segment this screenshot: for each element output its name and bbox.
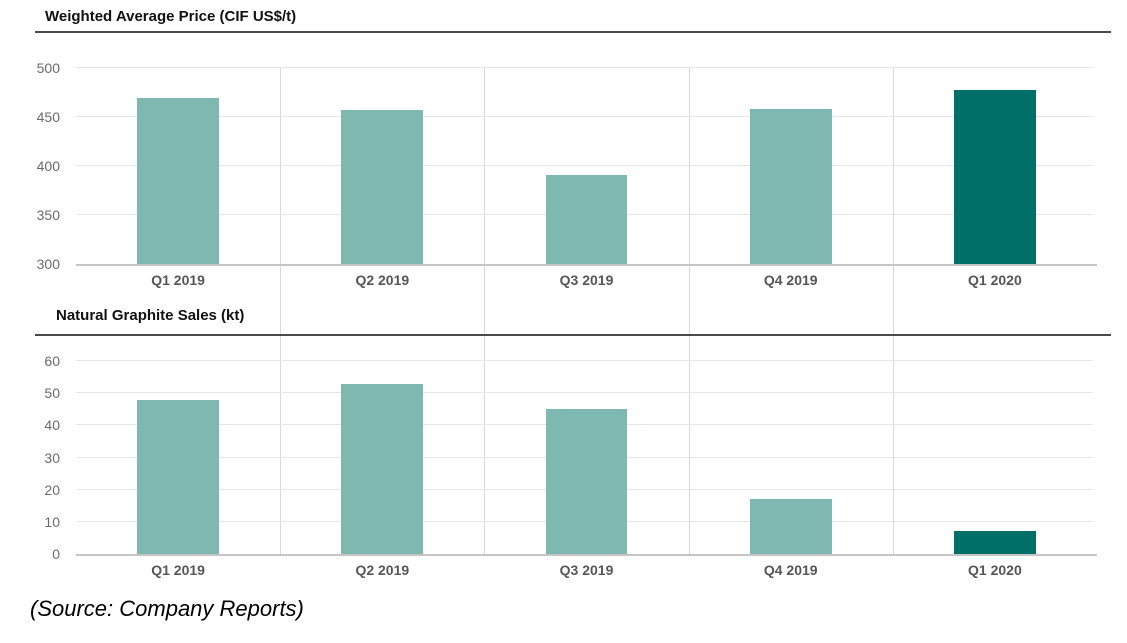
y-tick-label: 20 <box>44 481 60 498</box>
bar-q1-2020 <box>954 89 1036 264</box>
x-tick-label: Q1 2019 <box>151 272 205 288</box>
price-chart-plot <box>76 67 1097 266</box>
price-chart-x-axis: Q1 2019 Q2 2019 Q3 2019 Q4 2019 Q1 2020 <box>76 268 1097 292</box>
y-tick-label: 10 <box>44 513 60 530</box>
sales-chart-title: Natural Graphite Sales (kt) <box>56 307 245 324</box>
bar-q4-2019 <box>749 109 832 264</box>
bar-q4-2019 <box>749 499 832 554</box>
y-tick-label: 0 <box>52 546 60 562</box>
x-tick-label: Q2 2019 <box>355 272 410 288</box>
column-separator <box>484 68 485 556</box>
x-tick-label: Q3 2019 <box>559 272 614 288</box>
y-tick-label: 40 <box>44 417 60 434</box>
bar-q1-2020 <box>954 531 1036 554</box>
column-separator <box>893 68 894 556</box>
gridline <box>76 67 1093 68</box>
bar-q2-2019 <box>341 383 424 554</box>
x-tick-label: Q1 2020 <box>968 272 1022 288</box>
price-title-divider <box>35 31 1111 33</box>
x-tick-label: Q1 2020 <box>968 562 1022 578</box>
column-separator <box>280 68 281 556</box>
x-tick-label: Q1 2019 <box>151 562 205 578</box>
x-tick-label: Q4 2019 <box>763 562 818 578</box>
column-separator <box>689 68 690 556</box>
y-tick-label: 400 <box>36 158 60 174</box>
bar-q3-2019 <box>545 174 628 264</box>
sales-title-divider <box>35 334 1111 336</box>
y-tick-label: 450 <box>36 109 60 125</box>
bar-q1-2019 <box>137 399 219 554</box>
bar-q2-2019 <box>341 110 424 264</box>
y-tick-label: 350 <box>36 207 60 223</box>
bar-q1-2019 <box>137 98 219 264</box>
bar-q3-2019 <box>545 409 628 554</box>
sales-chart-x-axis: Q1 2019 Q2 2019 Q3 2019 Q4 2019 Q1 2020 <box>76 558 1097 582</box>
gridline <box>76 392 1093 394</box>
x-tick-label: Q4 2019 <box>763 272 818 288</box>
price-chart-title: Weighted Average Price (CIF US$/t) <box>45 8 297 25</box>
y-tick-label: 500 <box>36 60 60 76</box>
sales-chart-plot <box>76 360 1097 556</box>
source-note: (Source: Company Reports) <box>30 596 304 621</box>
gridline <box>76 165 1093 166</box>
x-tick-label: Q2 2019 <box>355 562 410 578</box>
sales-chart-y-axis: 0 10 20 30 40 50 60 <box>0 354 64 561</box>
x-tick-label: Q3 2019 <box>559 562 614 578</box>
gridline <box>76 360 1093 361</box>
y-tick-label: 300 <box>36 256 60 272</box>
gridline <box>76 116 1093 117</box>
y-tick-label: 60 <box>44 353 60 369</box>
y-tick-label: 50 <box>44 385 60 402</box>
price-chart-y-axis: 300 350 400 450 500 <box>0 61 64 271</box>
y-tick-label: 30 <box>44 449 60 466</box>
